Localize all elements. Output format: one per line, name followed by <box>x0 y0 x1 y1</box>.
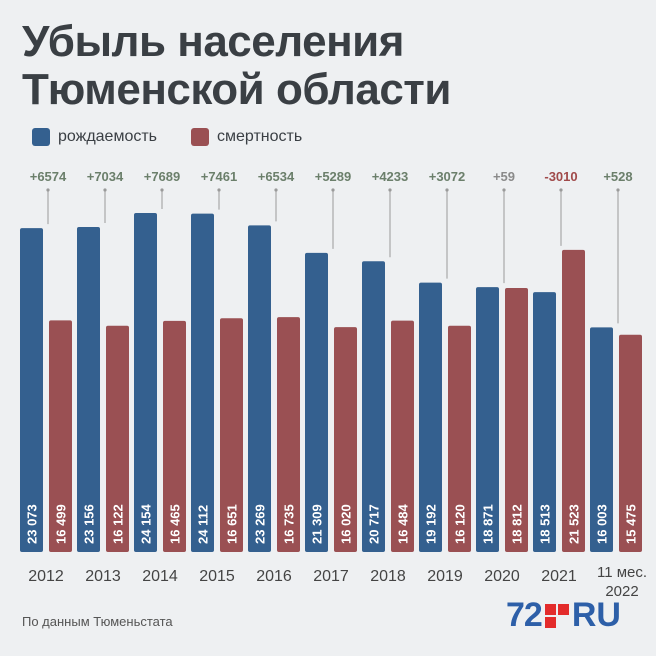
bar-label-births: 20 717 <box>367 504 382 544</box>
category-label: 2017 <box>313 568 349 585</box>
category-label: 2022 <box>605 583 638 600</box>
bar-label-deaths: 16 484 <box>396 503 411 544</box>
category-label: 2021 <box>541 568 577 585</box>
leader-dot <box>217 188 221 192</box>
difference-label: +7034 <box>87 169 124 184</box>
leader-dot <box>388 188 392 192</box>
legend-swatch-births <box>32 128 50 146</box>
leader-dot <box>559 188 563 192</box>
bar-label-deaths: 16 120 <box>453 504 468 544</box>
category-label: 2013 <box>85 568 121 585</box>
bar-deaths <box>277 317 300 552</box>
bar-label-births: 18 513 <box>538 504 553 544</box>
legend-label-deaths: смертность <box>217 128 303 145</box>
bar-label-births: 23 156 <box>82 504 97 544</box>
bar-births <box>248 225 271 552</box>
bar-deaths <box>49 320 72 552</box>
bar-label-births: 23 073 <box>25 504 40 544</box>
bar-label-births: 16 003 <box>595 504 610 544</box>
bar-label-deaths: 16 651 <box>225 504 240 544</box>
bar-deaths <box>391 320 414 552</box>
title-line-1: Убыль населения <box>22 17 404 66</box>
bar-label-births: 24 112 <box>196 505 211 544</box>
bar-deaths <box>448 325 471 552</box>
bar-births <box>305 252 328 552</box>
bar-births <box>590 327 613 552</box>
bar-label-deaths: 18 812 <box>510 504 525 544</box>
leader-dot <box>274 188 278 192</box>
bar-births <box>77 227 100 552</box>
bar-births <box>20 228 43 553</box>
bar-label-deaths: 16 735 <box>282 504 297 544</box>
difference-label: +528 <box>603 169 632 184</box>
bar-label-deaths: 16 122 <box>111 504 126 544</box>
bar-deaths <box>163 320 186 552</box>
legend-item-deaths: смертность <box>191 128 302 146</box>
bar-label-deaths: 16 465 <box>168 504 183 544</box>
difference-label: +6534 <box>258 169 295 184</box>
logo-number: 72 <box>506 596 543 634</box>
bar-births <box>191 213 214 552</box>
bar-deaths <box>220 318 243 552</box>
bar-label-deaths: 16 020 <box>339 504 354 544</box>
bar-births <box>134 213 157 552</box>
category-label: 2015 <box>199 568 235 585</box>
difference-label: +59 <box>493 169 515 184</box>
category-label: 2019 <box>427 568 463 585</box>
bar-label-deaths: 21 523 <box>567 504 582 544</box>
source-note: По данным Тюменьстата <box>22 614 173 629</box>
leader-dot <box>445 188 449 192</box>
leader-dot <box>46 188 50 192</box>
legend-swatch-deaths <box>191 128 210 146</box>
bar-label-births: 23 269 <box>253 504 268 544</box>
difference-label: +7461 <box>201 169 238 184</box>
leader-dot <box>502 188 506 192</box>
bar-births <box>533 292 556 552</box>
category-label: 11 мес. <box>597 564 647 581</box>
category-label: 2014 <box>142 568 178 585</box>
bar-label-deaths: 15 475 <box>624 504 639 544</box>
bar-births <box>419 282 442 552</box>
legend-label-births: рождаемость <box>58 128 158 145</box>
difference-label: +3072 <box>429 169 466 184</box>
difference-label: +4233 <box>372 169 409 184</box>
leader-dot <box>616 188 620 192</box>
logo-suffix: RU <box>571 596 621 634</box>
legend: рождаемость смертность <box>32 128 324 146</box>
title-line-2: Тюменской области <box>22 65 451 114</box>
difference-label: +6574 <box>30 169 67 184</box>
category-label: 2012 <box>28 568 64 585</box>
bar-label-births: 21 309 <box>310 504 325 544</box>
bar-label-births: 18 871 <box>481 504 496 544</box>
category-label: 2016 <box>256 568 292 585</box>
logo-flag-icon <box>544 603 569 628</box>
logo: 72 RU <box>506 596 621 635</box>
category-label: 2020 <box>484 568 520 585</box>
chart-title: Убыль населения Тюменской области <box>22 18 642 114</box>
difference-label: +7689 <box>144 169 181 184</box>
bar-label-deaths: 16 499 <box>54 504 69 544</box>
difference-label: -3010 <box>544 169 577 184</box>
category-label: 2018 <box>370 568 406 585</box>
bar-deaths <box>106 325 129 552</box>
leader-dot <box>103 188 107 192</box>
difference-label: +5289 <box>315 169 352 184</box>
bar-deaths <box>334 327 357 552</box>
bar-label-births: 24 154 <box>139 503 154 544</box>
bar-births <box>476 287 499 552</box>
legend-item-births: рождаемость <box>32 128 157 146</box>
bar-label-births: 19 192 <box>424 504 439 544</box>
bar-births <box>362 261 385 552</box>
bar-deaths <box>562 249 585 552</box>
bar-deaths <box>619 334 642 552</box>
bar-deaths <box>505 287 528 552</box>
leader-dot <box>331 188 335 192</box>
leader-dot <box>160 188 164 192</box>
